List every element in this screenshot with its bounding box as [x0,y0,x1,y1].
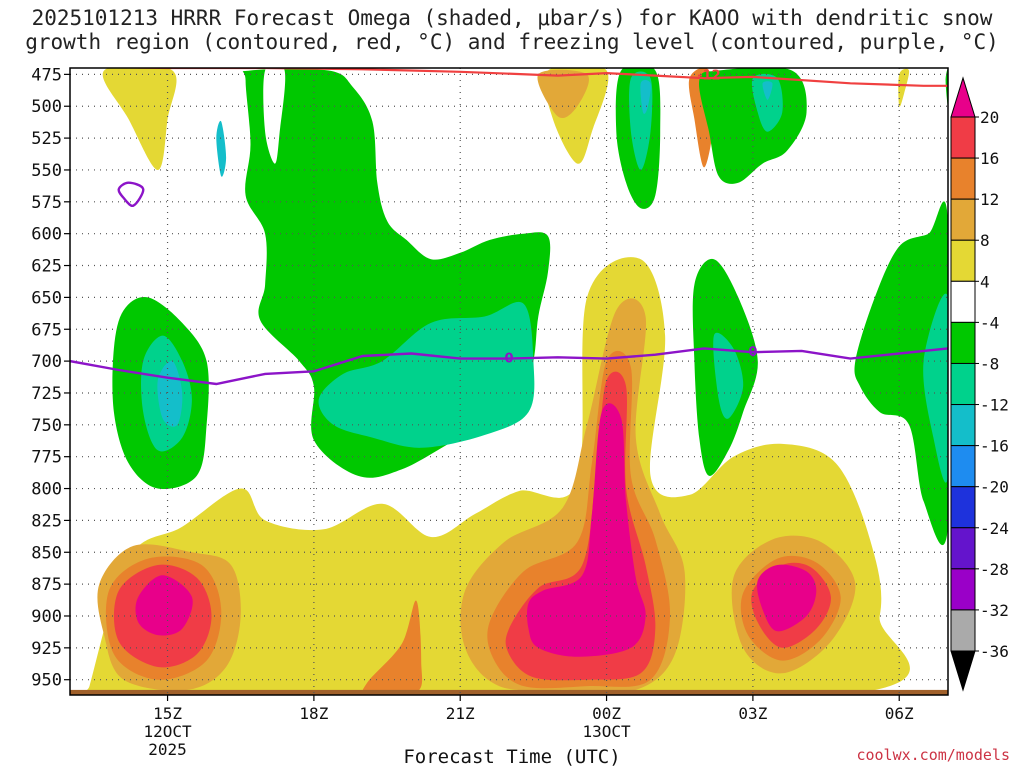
chart-title-line1: 2025101213 HRRR Forecast Omega (shaded, … [31,6,993,30]
colorbar-top-arrow [950,76,976,118]
x-tick-label: 21Z [446,704,475,723]
y-tick-label: 900 [31,607,62,627]
y-tick-label: 750 [31,416,62,436]
omega-region-neutral [263,68,286,164]
chart-title: 2025101213 HRRR Forecast Omega (shaded, … [0,6,1024,54]
temperature-contours: 0 0 -12 [70,68,948,386]
omega-region-neg12 [216,120,227,177]
omega-region-pos20 [757,564,817,632]
x-tick-date: 13OCT [582,722,631,741]
colorbar-label: 8 [980,231,990,250]
omega-region-neg8 [713,332,744,419]
omega-region-pos20 [135,575,193,636]
y-axis: 475 500 525 550 575 600 625 650 675 700 725 750 775 8… [31,65,70,691]
omega-region-pos12 [362,600,423,695]
omega-region-neg12 [762,81,773,100]
colorbar-swatch [950,198,976,241]
y-tick-label: 950 [31,671,62,691]
y-tick-label: 675 [31,320,62,340]
credit-text: coolwx.com/models [856,746,1010,764]
colorbar-bottom-arrow [950,650,976,692]
x-tick-label: 03Z [738,704,767,723]
x-tick-year: 2025 [148,740,187,759]
omega-region-neg8 [751,73,783,132]
colorbar-swatch [950,157,976,200]
x-tick-label: 06Z [885,704,914,723]
colorbar-swatch [950,404,976,447]
y-tick-label: 600 [31,225,62,245]
y-tick-label: 625 [31,257,62,277]
x-tick-date: 12OCT [143,722,192,741]
colorbar-label: -4 [980,313,999,332]
omega-region-pos4 [898,68,910,107]
freezing-level-line [70,347,948,386]
colorbar-label: -36 [980,642,1009,661]
colorbar: 20 16 12 8 4 -4 -8 -12 -16 -20 -24 -28 -32 -36 [950,76,1009,692]
freezing-level-label: 0 [748,345,757,360]
colorbar-swatch [950,445,976,488]
omega-shading [70,68,948,695]
omega-region-neg4 [854,201,948,545]
plot-border [69,67,949,696]
plot-frame [69,67,949,696]
y-tick-label: 800 [31,480,62,500]
colorbar-label: -12 [980,396,1009,415]
omega-region-neg8 [318,301,535,448]
y-tick-label: 775 [31,448,62,468]
colorbar-label: 4 [980,272,990,291]
colorbar-swatch [950,527,976,570]
colorbar-label: 20 [980,108,999,127]
y-tick-label: 500 [31,97,62,117]
colorbar-swatch [950,321,976,364]
y-tick-label: 825 [31,511,62,531]
colorbar-label: -16 [980,437,1009,456]
omega-region-neg8 [923,294,948,483]
colorbar-label: -20 [980,478,1009,497]
y-tick-label: 700 [31,352,62,372]
y-tick-label: 575 [31,193,62,213]
y-tick-label: 550 [31,161,62,181]
y-tick-label: 925 [31,639,62,659]
colorbar-label: -28 [980,560,1009,579]
colorbar-swatch [950,609,976,652]
omega-region-pos4 [70,257,910,695]
colorbar-label: 16 [980,149,999,168]
colorbar-label: -24 [980,519,1009,538]
freezing-level-loop [117,181,145,207]
colorbar-label: -32 [980,601,1009,620]
x-tick-label: 00Z [592,704,621,723]
freezing-level-label: 0 [504,352,513,367]
colorbar-swatch [950,568,976,611]
omega-region-pos4 [102,68,177,170]
y-tick-label: 475 [31,65,62,85]
colorbar-swatch [950,486,976,529]
gridlines [70,68,948,695]
y-tick-label: 875 [31,575,62,595]
omega-region-pos20 [526,403,646,657]
x-tick-label: 15Z [153,704,182,723]
colorbar-swatch [950,116,976,159]
y-tick-label: 850 [31,543,62,563]
colorbar-swatch [950,362,976,406]
colorbar-label: 12 [980,190,999,209]
chart-title-line2: growth region (contoured, red, °C) and f… [25,30,999,54]
y-tick-label: 650 [31,288,62,308]
colorbar-swatch [950,280,976,323]
y-tick-label: 525 [31,129,62,149]
omega-region-neg12 [640,80,651,114]
x-tick-label: 18Z [299,704,328,723]
dgz-contour-label: -12 [697,69,721,84]
dgz-contour-line [85,68,948,87]
y-tick-label: 725 [31,384,62,404]
colorbar-swatch [950,239,976,282]
x-axis-title: Forecast Time (UTC) [403,746,621,768]
ground-strip [70,689,948,695]
colorbar-label: -8 [980,354,999,373]
